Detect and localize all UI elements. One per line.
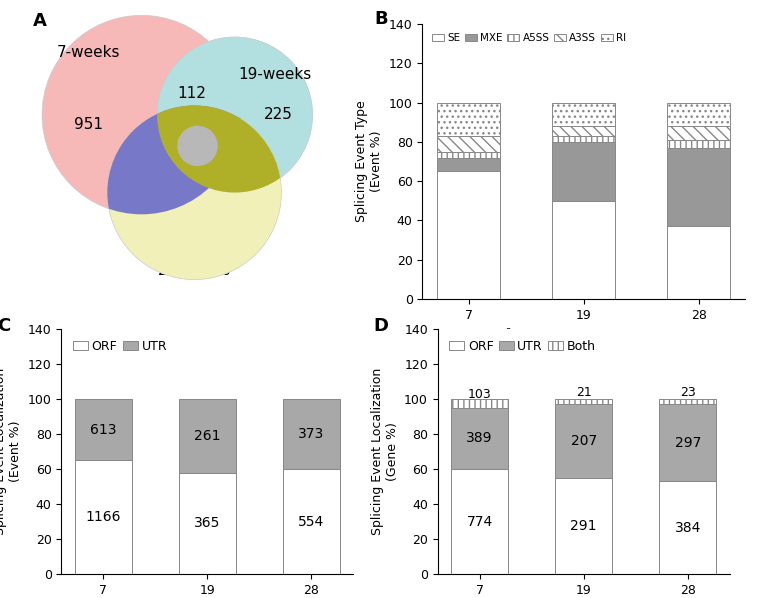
Legend: SE, MXE, A5SS, A3SS, RI: SE, MXE, A5SS, A3SS, RI [428,29,631,47]
Bar [667,126,730,140]
Text: 613: 613 [90,423,117,437]
Text: 103: 103 [468,388,492,401]
Circle shape [108,105,281,280]
Text: C: C [0,317,11,335]
Text: 7-weeks: 7-weeks [57,45,121,60]
Bar [437,171,500,299]
Text: 389: 389 [466,431,493,446]
Bar [283,399,340,469]
Text: 23: 23 [680,386,696,399]
Bar [179,399,236,472]
Text: 207: 207 [571,434,597,448]
Text: 164: 164 [127,148,156,163]
Bar [659,404,717,481]
Text: 28-weeks: 28-weeks [157,263,231,278]
Circle shape [42,16,241,214]
Bar [179,472,236,574]
Bar [552,102,615,126]
Y-axis label: Splicing Event Localization
(Event %): Splicing Event Localization (Event %) [0,368,22,535]
Text: 291: 291 [571,519,597,533]
Legend: ORF, UTR, Both: ORF, UTR, Both [444,335,601,358]
Circle shape [157,37,313,193]
Text: 129: 129 [227,151,256,166]
Bar [437,136,500,152]
Bar [659,399,717,404]
Text: 21: 21 [576,386,591,399]
Bar [552,126,615,136]
Text: 1166: 1166 [85,510,121,524]
Text: 297: 297 [674,436,701,450]
Bar [555,399,612,404]
Circle shape [157,37,313,193]
Text: 373: 373 [298,427,325,441]
Bar [283,469,340,574]
Bar [667,226,730,299]
Legend: ORF, UTR: ORF, UTR [68,335,173,358]
Text: 40: 40 [188,138,207,154]
Text: 951: 951 [74,117,103,132]
Text: 261: 261 [194,429,220,443]
Text: 365: 365 [194,516,220,530]
Text: 554: 554 [298,514,325,529]
Bar [552,136,615,142]
Text: 19-weeks: 19-weeks [239,67,312,82]
Text: 384: 384 [674,521,701,535]
Bar [659,481,717,574]
Circle shape [108,105,281,280]
Bar [667,148,730,226]
Circle shape [157,37,313,193]
Bar [451,469,508,574]
Bar [451,399,508,408]
Bar [667,102,730,126]
Y-axis label: Splicing Event Type
(Event %): Splicing Event Type (Event %) [356,100,383,222]
Text: 112: 112 [177,86,206,100]
Bar [552,201,615,299]
Text: 393: 393 [189,225,218,240]
Text: B: B [374,10,388,28]
Bar [555,404,612,478]
Text: A: A [33,12,47,30]
Y-axis label: Splicing Event Localization
(Gene %): Splicing Event Localization (Gene %) [371,368,399,535]
Bar [437,157,500,171]
Bar [667,140,730,148]
Bar [74,399,132,460]
X-axis label: As$^{3+}$ Exposure  Time (weeks): As$^{3+}$ Exposure Time (weeks) [490,327,677,347]
Circle shape [177,126,217,166]
Bar [437,152,500,157]
Bar [437,102,500,136]
Text: 774: 774 [466,514,493,529]
Bar [552,142,615,201]
Bar [74,460,132,574]
Text: D: D [373,317,389,335]
Text: 225: 225 [264,107,293,123]
Bar [451,408,508,469]
Bar [555,478,612,574]
